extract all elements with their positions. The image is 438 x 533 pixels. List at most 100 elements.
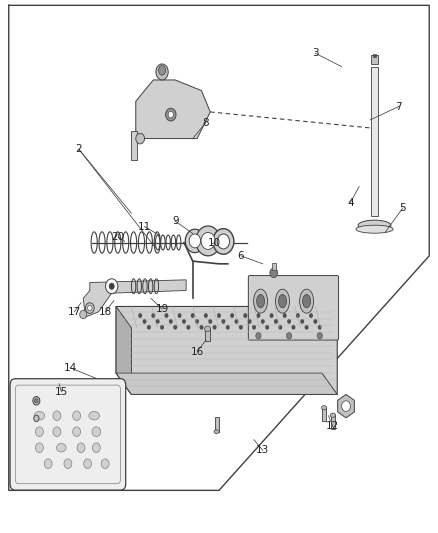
- Ellipse shape: [358, 220, 391, 231]
- Circle shape: [156, 319, 159, 324]
- Circle shape: [213, 325, 216, 329]
- Circle shape: [151, 313, 155, 318]
- Circle shape: [304, 325, 308, 329]
- Polygon shape: [136, 80, 210, 139]
- Circle shape: [292, 325, 296, 329]
- Text: 20: 20: [112, 232, 125, 242]
- Polygon shape: [116, 373, 337, 394]
- Circle shape: [252, 325, 256, 329]
- Ellipse shape: [35, 399, 38, 403]
- FancyBboxPatch shape: [248, 276, 339, 340]
- Ellipse shape: [300, 289, 314, 313]
- Polygon shape: [116, 306, 337, 394]
- Circle shape: [166, 108, 176, 121]
- Ellipse shape: [205, 326, 211, 332]
- Bar: [371, 55, 378, 64]
- Circle shape: [239, 325, 243, 329]
- Ellipse shape: [159, 66, 166, 75]
- Circle shape: [235, 319, 238, 324]
- Text: 15: 15: [55, 387, 68, 397]
- Text: 2: 2: [75, 144, 82, 154]
- Circle shape: [269, 313, 273, 318]
- Ellipse shape: [279, 294, 286, 308]
- Bar: [205, 329, 210, 341]
- Ellipse shape: [257, 294, 265, 308]
- Circle shape: [138, 313, 142, 318]
- Text: 18: 18: [99, 307, 112, 317]
- Ellipse shape: [356, 225, 393, 233]
- Circle shape: [226, 325, 230, 329]
- Circle shape: [318, 325, 321, 329]
- Text: 16: 16: [191, 347, 204, 357]
- Ellipse shape: [73, 411, 81, 421]
- Text: 13: 13: [256, 446, 269, 455]
- Circle shape: [309, 313, 313, 318]
- FancyBboxPatch shape: [10, 378, 126, 490]
- Ellipse shape: [92, 443, 100, 453]
- Ellipse shape: [217, 234, 230, 249]
- Circle shape: [88, 305, 92, 311]
- Circle shape: [147, 325, 151, 329]
- Ellipse shape: [53, 411, 61, 421]
- Circle shape: [109, 283, 114, 289]
- Ellipse shape: [73, 427, 81, 437]
- Circle shape: [261, 319, 265, 324]
- Circle shape: [160, 325, 164, 329]
- Polygon shape: [116, 306, 131, 394]
- Circle shape: [80, 310, 87, 319]
- Circle shape: [247, 319, 251, 324]
- Ellipse shape: [92, 427, 101, 437]
- Bar: [371, 67, 378, 216]
- Text: 14: 14: [64, 363, 77, 373]
- Ellipse shape: [34, 411, 45, 420]
- Ellipse shape: [303, 294, 311, 308]
- Text: 19: 19: [155, 304, 169, 314]
- Circle shape: [244, 313, 247, 318]
- Ellipse shape: [214, 430, 219, 434]
- Ellipse shape: [64, 459, 72, 469]
- Bar: [131, 131, 137, 160]
- Circle shape: [342, 401, 350, 411]
- Circle shape: [230, 313, 234, 318]
- Ellipse shape: [254, 289, 268, 313]
- Circle shape: [256, 333, 261, 339]
- Bar: [272, 263, 276, 270]
- Ellipse shape: [196, 226, 220, 256]
- Ellipse shape: [213, 229, 234, 254]
- Circle shape: [208, 319, 212, 324]
- Ellipse shape: [89, 411, 99, 420]
- Ellipse shape: [101, 459, 109, 469]
- Ellipse shape: [34, 415, 39, 422]
- Circle shape: [314, 319, 317, 324]
- Text: 4: 4: [347, 198, 354, 207]
- Circle shape: [169, 319, 173, 324]
- Bar: [331, 415, 335, 429]
- Bar: [215, 417, 219, 432]
- Circle shape: [195, 319, 199, 324]
- Circle shape: [85, 303, 94, 313]
- Circle shape: [204, 313, 208, 318]
- Circle shape: [182, 319, 186, 324]
- Circle shape: [221, 319, 225, 324]
- Ellipse shape: [53, 427, 61, 437]
- Circle shape: [217, 313, 221, 318]
- Circle shape: [274, 319, 278, 324]
- Ellipse shape: [77, 443, 85, 453]
- Ellipse shape: [33, 397, 40, 405]
- Ellipse shape: [44, 459, 52, 469]
- Circle shape: [296, 313, 300, 318]
- Bar: [373, 54, 376, 57]
- Circle shape: [168, 111, 173, 118]
- Text: 5: 5: [399, 203, 406, 213]
- Circle shape: [287, 319, 291, 324]
- Ellipse shape: [156, 64, 168, 80]
- Circle shape: [200, 325, 203, 329]
- Ellipse shape: [185, 229, 205, 253]
- Circle shape: [279, 325, 282, 329]
- Text: 7: 7: [395, 102, 402, 111]
- Text: 11: 11: [138, 222, 151, 231]
- Polygon shape: [116, 306, 337, 328]
- Circle shape: [164, 313, 168, 318]
- Ellipse shape: [35, 443, 43, 453]
- Circle shape: [300, 319, 304, 324]
